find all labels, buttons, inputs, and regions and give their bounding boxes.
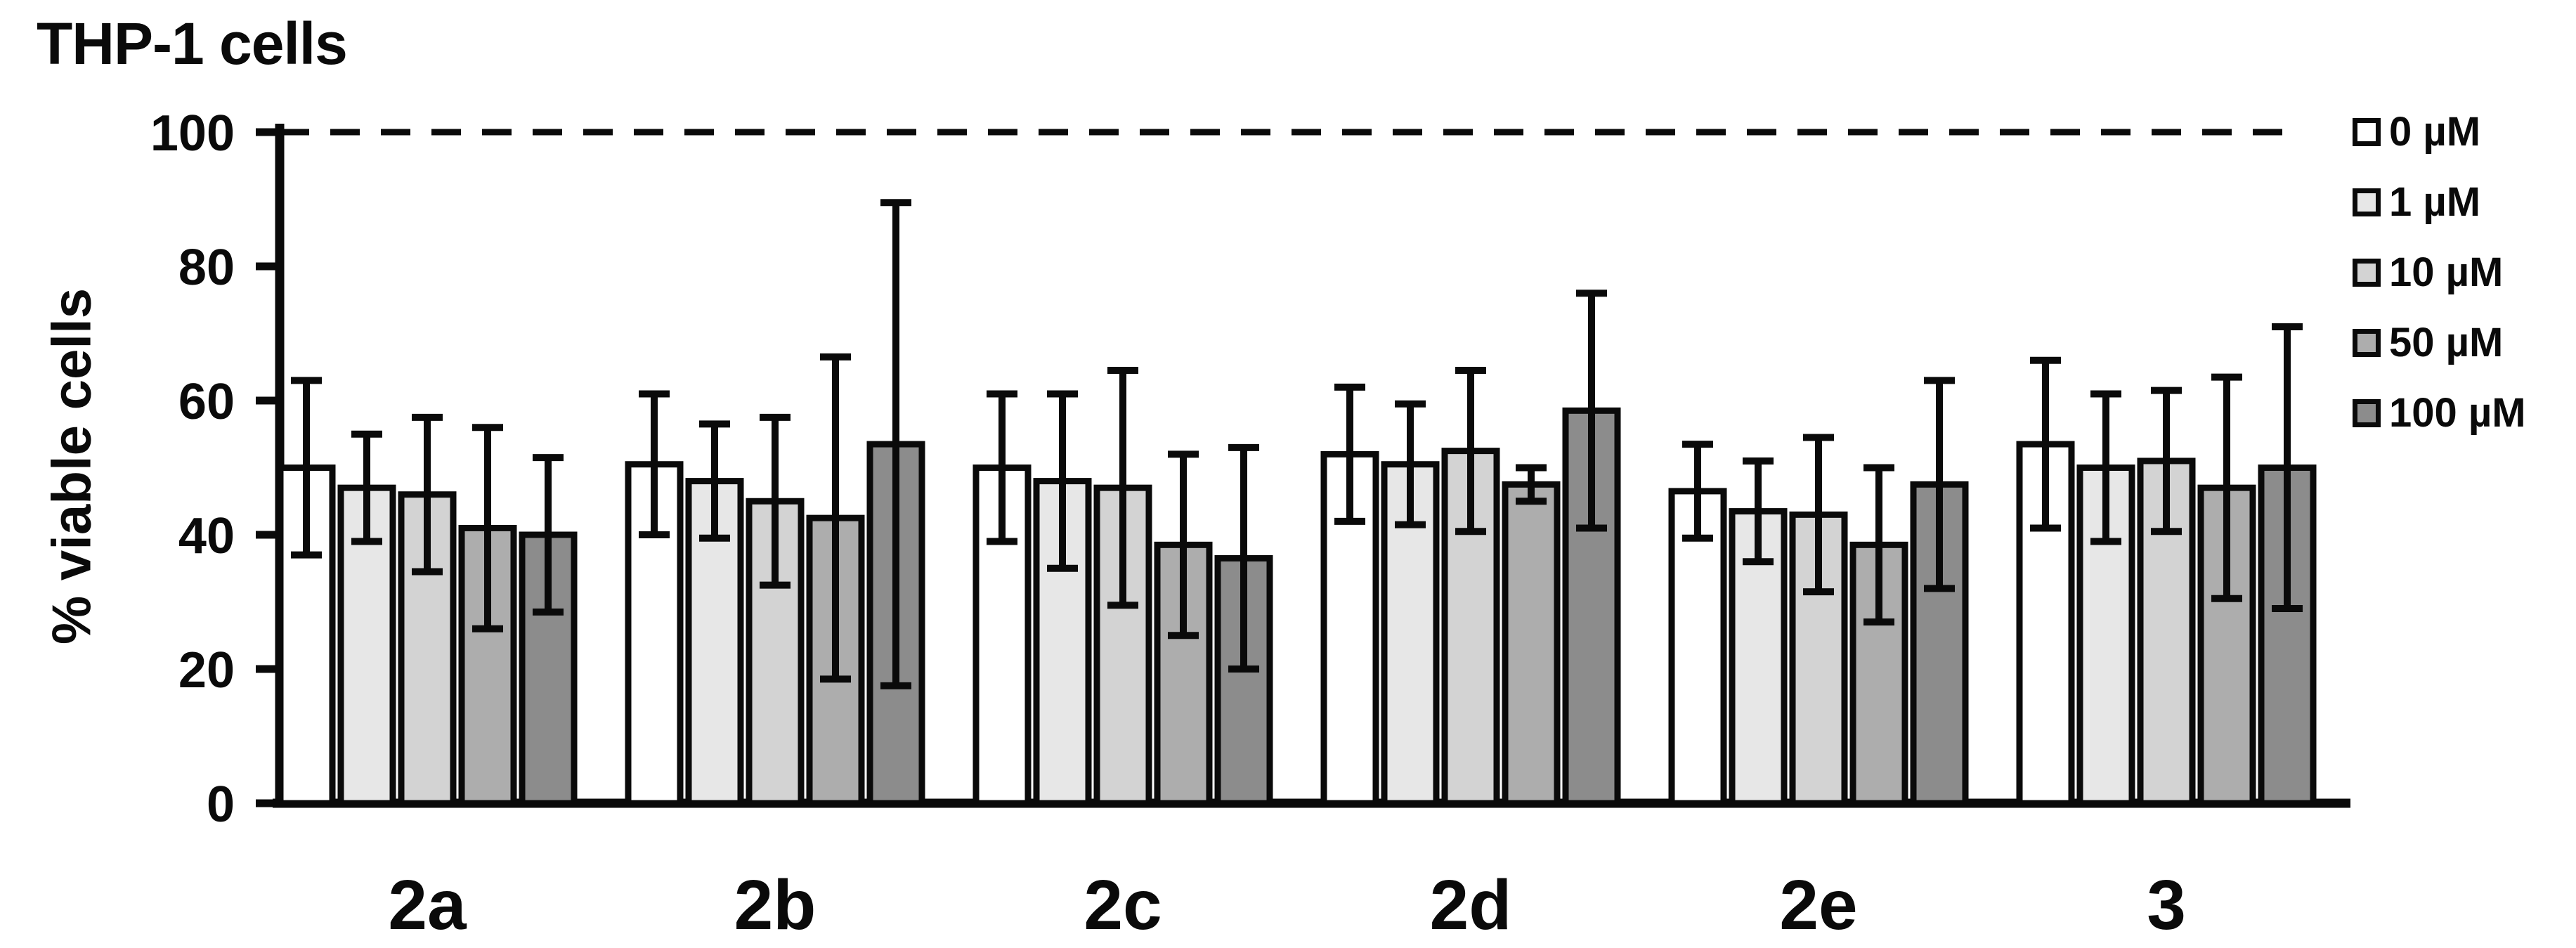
legend-item: 100 µM — [2353, 393, 2526, 434]
chart-title: THP-1 cells — [37, 11, 348, 77]
legend-item: 1 µM — [2353, 182, 2526, 223]
y-tick-label: 20 — [178, 642, 235, 699]
legend-item-label: 0 µM — [2389, 109, 2481, 155]
x-category-label: 3 — [2147, 866, 2186, 944]
legend-item-label: 1 µM — [2389, 179, 2481, 225]
y-tick-label: 80 — [178, 240, 235, 296]
legend-swatch-icon — [2353, 188, 2381, 216]
legend-swatch-icon — [2353, 399, 2381, 427]
legend-item: 10 µM — [2353, 252, 2526, 293]
x-category-label: 2e — [1779, 866, 1857, 944]
bar-2a-1µM — [337, 484, 396, 807]
bar-2d-50µM — [1502, 481, 1561, 807]
bar-2c-50µM — [1154, 541, 1213, 807]
y-tick-label: 60 — [178, 374, 235, 430]
y-tick-label: 100 — [150, 105, 235, 162]
legend-swatch-icon — [2353, 329, 2381, 357]
x-category-label: 2d — [1430, 866, 1512, 944]
y-tick-label: 0 — [207, 777, 235, 833]
legend-item-label: 10 µM — [2389, 249, 2504, 295]
legend-swatch-icon — [2353, 118, 2381, 146]
x-category-label: 2c — [1084, 866, 1162, 944]
bar-2d-100µM — [1562, 407, 1621, 807]
bar-2e-50µM — [1849, 541, 1908, 807]
legend-item-label: 100 µM — [2389, 390, 2526, 436]
legend-swatch-icon — [2353, 259, 2381, 287]
legend-item: 0 µM — [2353, 112, 2526, 152]
legend-item: 50 µM — [2353, 323, 2526, 363]
x-category-label: 2b — [734, 866, 817, 944]
legend-item-label: 50 µM — [2389, 320, 2504, 365]
chart-legend: 0 µM 1 µM 10 µM 50 µM 100 µM — [2353, 112, 2526, 468]
y-tick-label: 40 — [178, 508, 235, 564]
x-category-label: 2a — [388, 866, 467, 944]
